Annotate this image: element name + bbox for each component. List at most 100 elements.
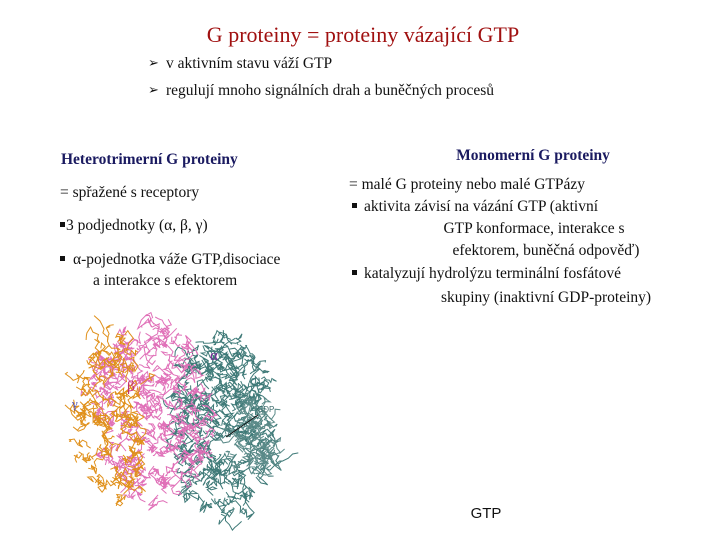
strand	[117, 336, 127, 346]
strand	[136, 314, 152, 331]
strand	[141, 332, 156, 347]
strand	[135, 421, 147, 441]
strand	[239, 491, 249, 500]
strand	[143, 340, 156, 366]
strand	[219, 352, 230, 361]
strand	[244, 344, 256, 362]
strand	[261, 376, 277, 384]
strand	[152, 342, 161, 350]
strand	[219, 433, 245, 444]
strand	[112, 356, 123, 368]
strand	[135, 402, 148, 415]
strand	[102, 345, 121, 356]
bullet: v aktivním stavu váží GTP	[166, 55, 333, 72]
strand	[216, 349, 234, 365]
strand	[122, 346, 133, 361]
strand	[95, 386, 106, 393]
strand	[93, 448, 112, 467]
strand	[120, 392, 135, 409]
strand	[135, 450, 144, 465]
strand	[152, 337, 168, 348]
strand	[210, 358, 224, 371]
strand	[184, 475, 202, 486]
strand	[194, 431, 209, 445]
strand	[179, 449, 189, 459]
strand	[128, 459, 146, 471]
strand	[155, 478, 167, 494]
bullet-square	[352, 270, 357, 275]
strand	[78, 439, 91, 449]
strand	[123, 480, 135, 495]
strand	[147, 472, 165, 483]
strand	[147, 494, 159, 511]
strand	[159, 479, 175, 487]
strand	[180, 411, 188, 428]
strand	[129, 453, 145, 472]
strand	[148, 465, 159, 477]
strand	[93, 315, 110, 347]
strand	[218, 409, 237, 422]
strand	[107, 394, 116, 404]
strand	[159, 382, 179, 396]
strand	[105, 324, 114, 342]
strand	[117, 478, 136, 487]
strand	[146, 392, 160, 412]
strand	[210, 498, 227, 508]
strand	[240, 383, 250, 399]
strand	[95, 451, 104, 459]
strand	[152, 449, 167, 457]
strand	[213, 330, 226, 346]
strand	[173, 354, 188, 368]
strand	[137, 491, 146, 503]
strand	[234, 430, 248, 438]
strand	[188, 405, 202, 412]
strand	[113, 349, 124, 358]
strand	[160, 350, 175, 367]
strand	[164, 465, 173, 477]
strand	[124, 362, 134, 374]
strand	[184, 355, 192, 370]
strand	[86, 476, 107, 490]
bullet-square	[60, 256, 65, 261]
strand	[217, 497, 228, 512]
strand	[159, 445, 170, 455]
strand	[223, 381, 236, 402]
strand	[226, 507, 235, 518]
strand	[263, 422, 274, 430]
strand	[213, 477, 221, 487]
strand	[128, 439, 142, 453]
strand	[124, 329, 135, 352]
strand	[225, 353, 239, 361]
strand	[129, 448, 140, 461]
strand	[225, 368, 239, 381]
caption: GTP	[471, 505, 502, 522]
strand	[219, 394, 231, 407]
strand	[203, 456, 213, 472]
strand	[178, 349, 194, 363]
strand	[171, 336, 181, 348]
strand	[196, 375, 212, 390]
strand	[187, 457, 195, 466]
strand	[180, 343, 189, 351]
strand	[85, 326, 101, 344]
strand	[190, 386, 203, 408]
strand	[114, 333, 125, 342]
strand	[120, 357, 129, 369]
strand	[97, 341, 106, 357]
strand	[153, 433, 163, 445]
strand	[98, 444, 111, 457]
strand	[107, 360, 118, 377]
right-heading: Monomerní G proteiny	[456, 147, 610, 164]
strand	[258, 407, 268, 420]
strand	[117, 344, 128, 358]
strand	[260, 407, 268, 415]
strand	[198, 438, 216, 451]
strand	[181, 452, 194, 464]
strand	[196, 398, 210, 411]
strand	[94, 400, 105, 416]
figure-label: GDP	[257, 405, 274, 414]
strand	[179, 470, 192, 489]
strand	[134, 471, 142, 478]
figure-label: α	[210, 348, 218, 364]
strand	[115, 441, 127, 452]
